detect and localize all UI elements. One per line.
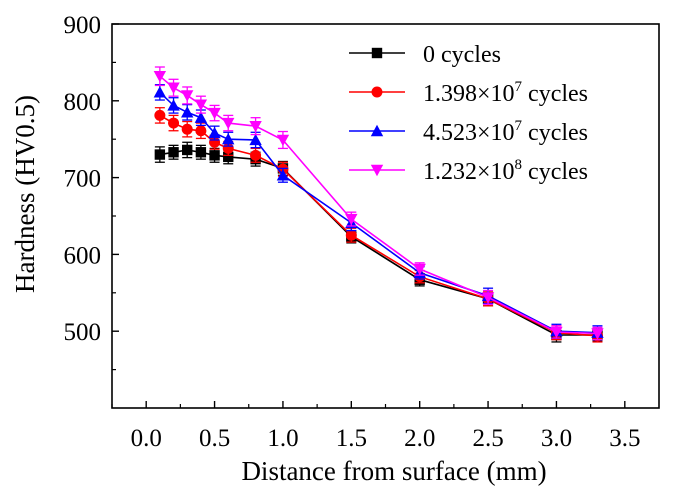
data-point [167, 99, 180, 111]
data-point [345, 213, 358, 226]
data-point [209, 150, 220, 161]
data-point [276, 169, 290, 181]
data-point [550, 326, 563, 339]
data-point [222, 117, 235, 130]
data-point [481, 292, 495, 304]
data-point [591, 328, 604, 340]
legend-item-2: 4.523×107 cycles [349, 118, 588, 146]
y-axis: 500 600 700 800 900 [64, 12, 119, 371]
legend-item-1: 1.398×107 cycles [349, 79, 588, 107]
data-point [413, 263, 426, 276]
legend-label: 1.398×107 cycles [423, 79, 588, 107]
data-point [250, 149, 262, 161]
data-point [153, 86, 167, 98]
data-point [154, 149, 166, 160]
x-tick-label: 0.5 [199, 425, 230, 452]
legend-item-0: 0 cycles [349, 42, 501, 68]
data-point [208, 107, 221, 120]
x-axis-label: Distance from surface (mm) [241, 456, 546, 486]
x-tick-label: 1.5 [336, 425, 367, 452]
y-tick-label: 700 [64, 166, 102, 193]
data-point [249, 133, 262, 146]
data-point [181, 123, 193, 135]
y-tick-label: 500 [64, 319, 102, 346]
data-point [222, 133, 235, 145]
x-tick-label: 2.5 [472, 425, 503, 452]
data-point [168, 147, 179, 158]
series-layer [153, 66, 604, 343]
data-point [153, 71, 167, 83]
y-tick-label: 900 [64, 12, 102, 39]
x-tick-label: 3.5 [609, 425, 640, 452]
y-tick-label: 600 [64, 242, 102, 269]
legend-label: 4.523×107 cycles [423, 118, 588, 146]
data-point [168, 117, 180, 129]
data-point [223, 151, 234, 163]
data-point [167, 82, 180, 94]
x-axis: 0.0 0.5 1.0 1.5 2.0 2.5 3.0 3.5 [111, 401, 640, 452]
data-point [195, 147, 207, 158]
data-point [154, 109, 166, 121]
legend-marker [371, 47, 383, 59]
data-point [194, 111, 208, 123]
data-point [249, 120, 262, 133]
x-tick-label: 2.0 [404, 425, 435, 452]
x-tick-label: 1.0 [267, 425, 298, 452]
y-axis-label: Hardness (HV0.5) [10, 95, 40, 293]
legend-marker [370, 164, 384, 177]
x-tick-label: 3.0 [541, 425, 572, 452]
legend: 0 cycles 1.398×107 cycles 4.523×107 cycles… [349, 42, 588, 185]
data-point [345, 229, 357, 241]
data-point [181, 106, 194, 118]
legend-label: 0 cycles [423, 42, 501, 68]
y-tick-label: 800 [64, 89, 102, 116]
legend-label: 1.232×108 cycles [423, 157, 588, 185]
data-point [182, 144, 193, 156]
legend-marker [370, 124, 384, 137]
legend-item-3: 1.232×108 cycles [349, 157, 588, 185]
data-point [194, 99, 208, 111]
data-point [276, 134, 290, 147]
series-3 [153, 66, 604, 341]
x-tick-label: 0.0 [131, 425, 162, 452]
data-point [181, 90, 194, 102]
data-point [195, 125, 207, 137]
legend-marker [371, 86, 383, 98]
data-point [208, 126, 221, 139]
